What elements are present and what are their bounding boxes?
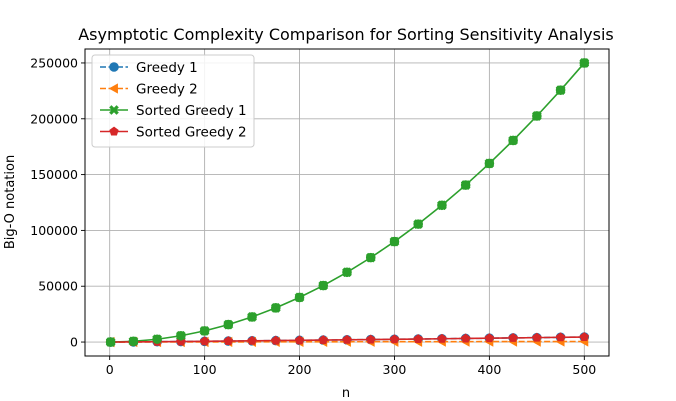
plot-frame bbox=[84, 48, 610, 357]
x-axis-label: n bbox=[342, 386, 350, 401]
legend-box bbox=[91, 54, 255, 148]
y-tick-label: 250000 bbox=[30, 55, 78, 70]
overlay-point bbox=[365, 252, 376, 263]
legend-label-sorted-greedy-1: Sorted Greedy 1 bbox=[136, 103, 247, 119]
overlay-point bbox=[294, 292, 305, 303]
data-point-sorted-greedy-2 bbox=[342, 334, 352, 344]
overlay-point bbox=[460, 180, 471, 190]
overlay-point bbox=[223, 319, 234, 330]
overlay-point bbox=[128, 336, 139, 347]
x-tick-label: 0 bbox=[106, 362, 114, 377]
data-point-sorted-greedy-2 bbox=[437, 333, 447, 343]
data-point-sorted-greedy-2 bbox=[366, 334, 376, 344]
overlay-point bbox=[484, 158, 495, 169]
y-tick-label: 0 bbox=[70, 335, 78, 350]
data-point-sorted-greedy-2 bbox=[484, 333, 495, 343]
chart-title: Asymptotic Complexity Comparison for Sor… bbox=[78, 25, 614, 44]
overlay-point bbox=[176, 330, 186, 341]
series-layer bbox=[105, 58, 590, 348]
ticks: 0 100 200 300 400 500 0 50000 100000 150000 200000… bbox=[30, 55, 596, 377]
overlay-point bbox=[318, 280, 329, 291]
data-point-sorted-greedy-2 bbox=[271, 335, 281, 345]
x-tick-label: 500 bbox=[572, 362, 596, 377]
overlay-point bbox=[247, 312, 257, 322]
overlay-point bbox=[555, 85, 566, 95]
x-tick-label: 400 bbox=[477, 362, 501, 377]
data-point-sorted-greedy-2 bbox=[532, 332, 542, 342]
overlay-point bbox=[413, 219, 423, 229]
overlay-point bbox=[579, 58, 590, 68]
data-point-sorted-greedy-2 bbox=[555, 332, 566, 342]
data-point-sorted-greedy-2 bbox=[247, 335, 257, 345]
data-point-sorted-greedy-2 bbox=[413, 334, 423, 343]
overlay-points bbox=[105, 58, 590, 347]
overlay-point bbox=[508, 135, 518, 146]
data-point-sorted-greedy-2 bbox=[318, 335, 328, 345]
overlay-point bbox=[342, 267, 352, 278]
legend-marker-greedy-2 bbox=[108, 83, 118, 94]
overlay-point bbox=[389, 236, 400, 247]
data-point-sorted-greedy-2 bbox=[223, 336, 234, 346]
legend-marker-sorted-greedy-2 bbox=[109, 126, 119, 136]
y-tick-label: 150000 bbox=[30, 167, 78, 182]
legend-label-sorted-greedy-2: Sorted Greedy 2 bbox=[136, 125, 247, 141]
legend-label-greedy-2: Greedy 2 bbox=[136, 82, 198, 98]
x-tick-label: 200 bbox=[288, 362, 312, 377]
overlay-point bbox=[152, 334, 162, 345]
overlay-point bbox=[532, 111, 542, 121]
y-tick-label: 50000 bbox=[38, 279, 78, 294]
y-tick-label: 100000 bbox=[30, 223, 78, 238]
data-point-sorted-greedy-2 bbox=[460, 333, 471, 343]
legend-marker-greedy-1 bbox=[109, 62, 119, 72]
series-sorted-greedy-2 bbox=[105, 332, 589, 347]
overlay-point bbox=[271, 303, 281, 313]
overlay-point bbox=[105, 337, 116, 347]
x-tick-label: 100 bbox=[193, 362, 217, 377]
data-point-sorted-greedy-2 bbox=[294, 335, 305, 345]
legend: Greedy 1 Greedy 2 Sorted Greedy 1 Sorted Gr… bbox=[91, 54, 255, 148]
data-point-sorted-greedy-2 bbox=[199, 336, 210, 346]
y-axis-label: Big-O notation bbox=[3, 155, 18, 249]
x-tick-label: 300 bbox=[383, 362, 407, 377]
data-point-sorted-greedy-2 bbox=[389, 334, 400, 344]
data-point-sorted-greedy-2 bbox=[579, 332, 589, 342]
overlay-point bbox=[199, 326, 210, 336]
legend-marker-sorted-greedy-1 bbox=[109, 105, 119, 115]
legend-label-greedy-1: Greedy 1 bbox=[136, 60, 198, 76]
overlay-point bbox=[437, 200, 447, 211]
y-tick-label: 200000 bbox=[30, 111, 78, 126]
data-point-sorted-greedy-2 bbox=[508, 332, 518, 342]
